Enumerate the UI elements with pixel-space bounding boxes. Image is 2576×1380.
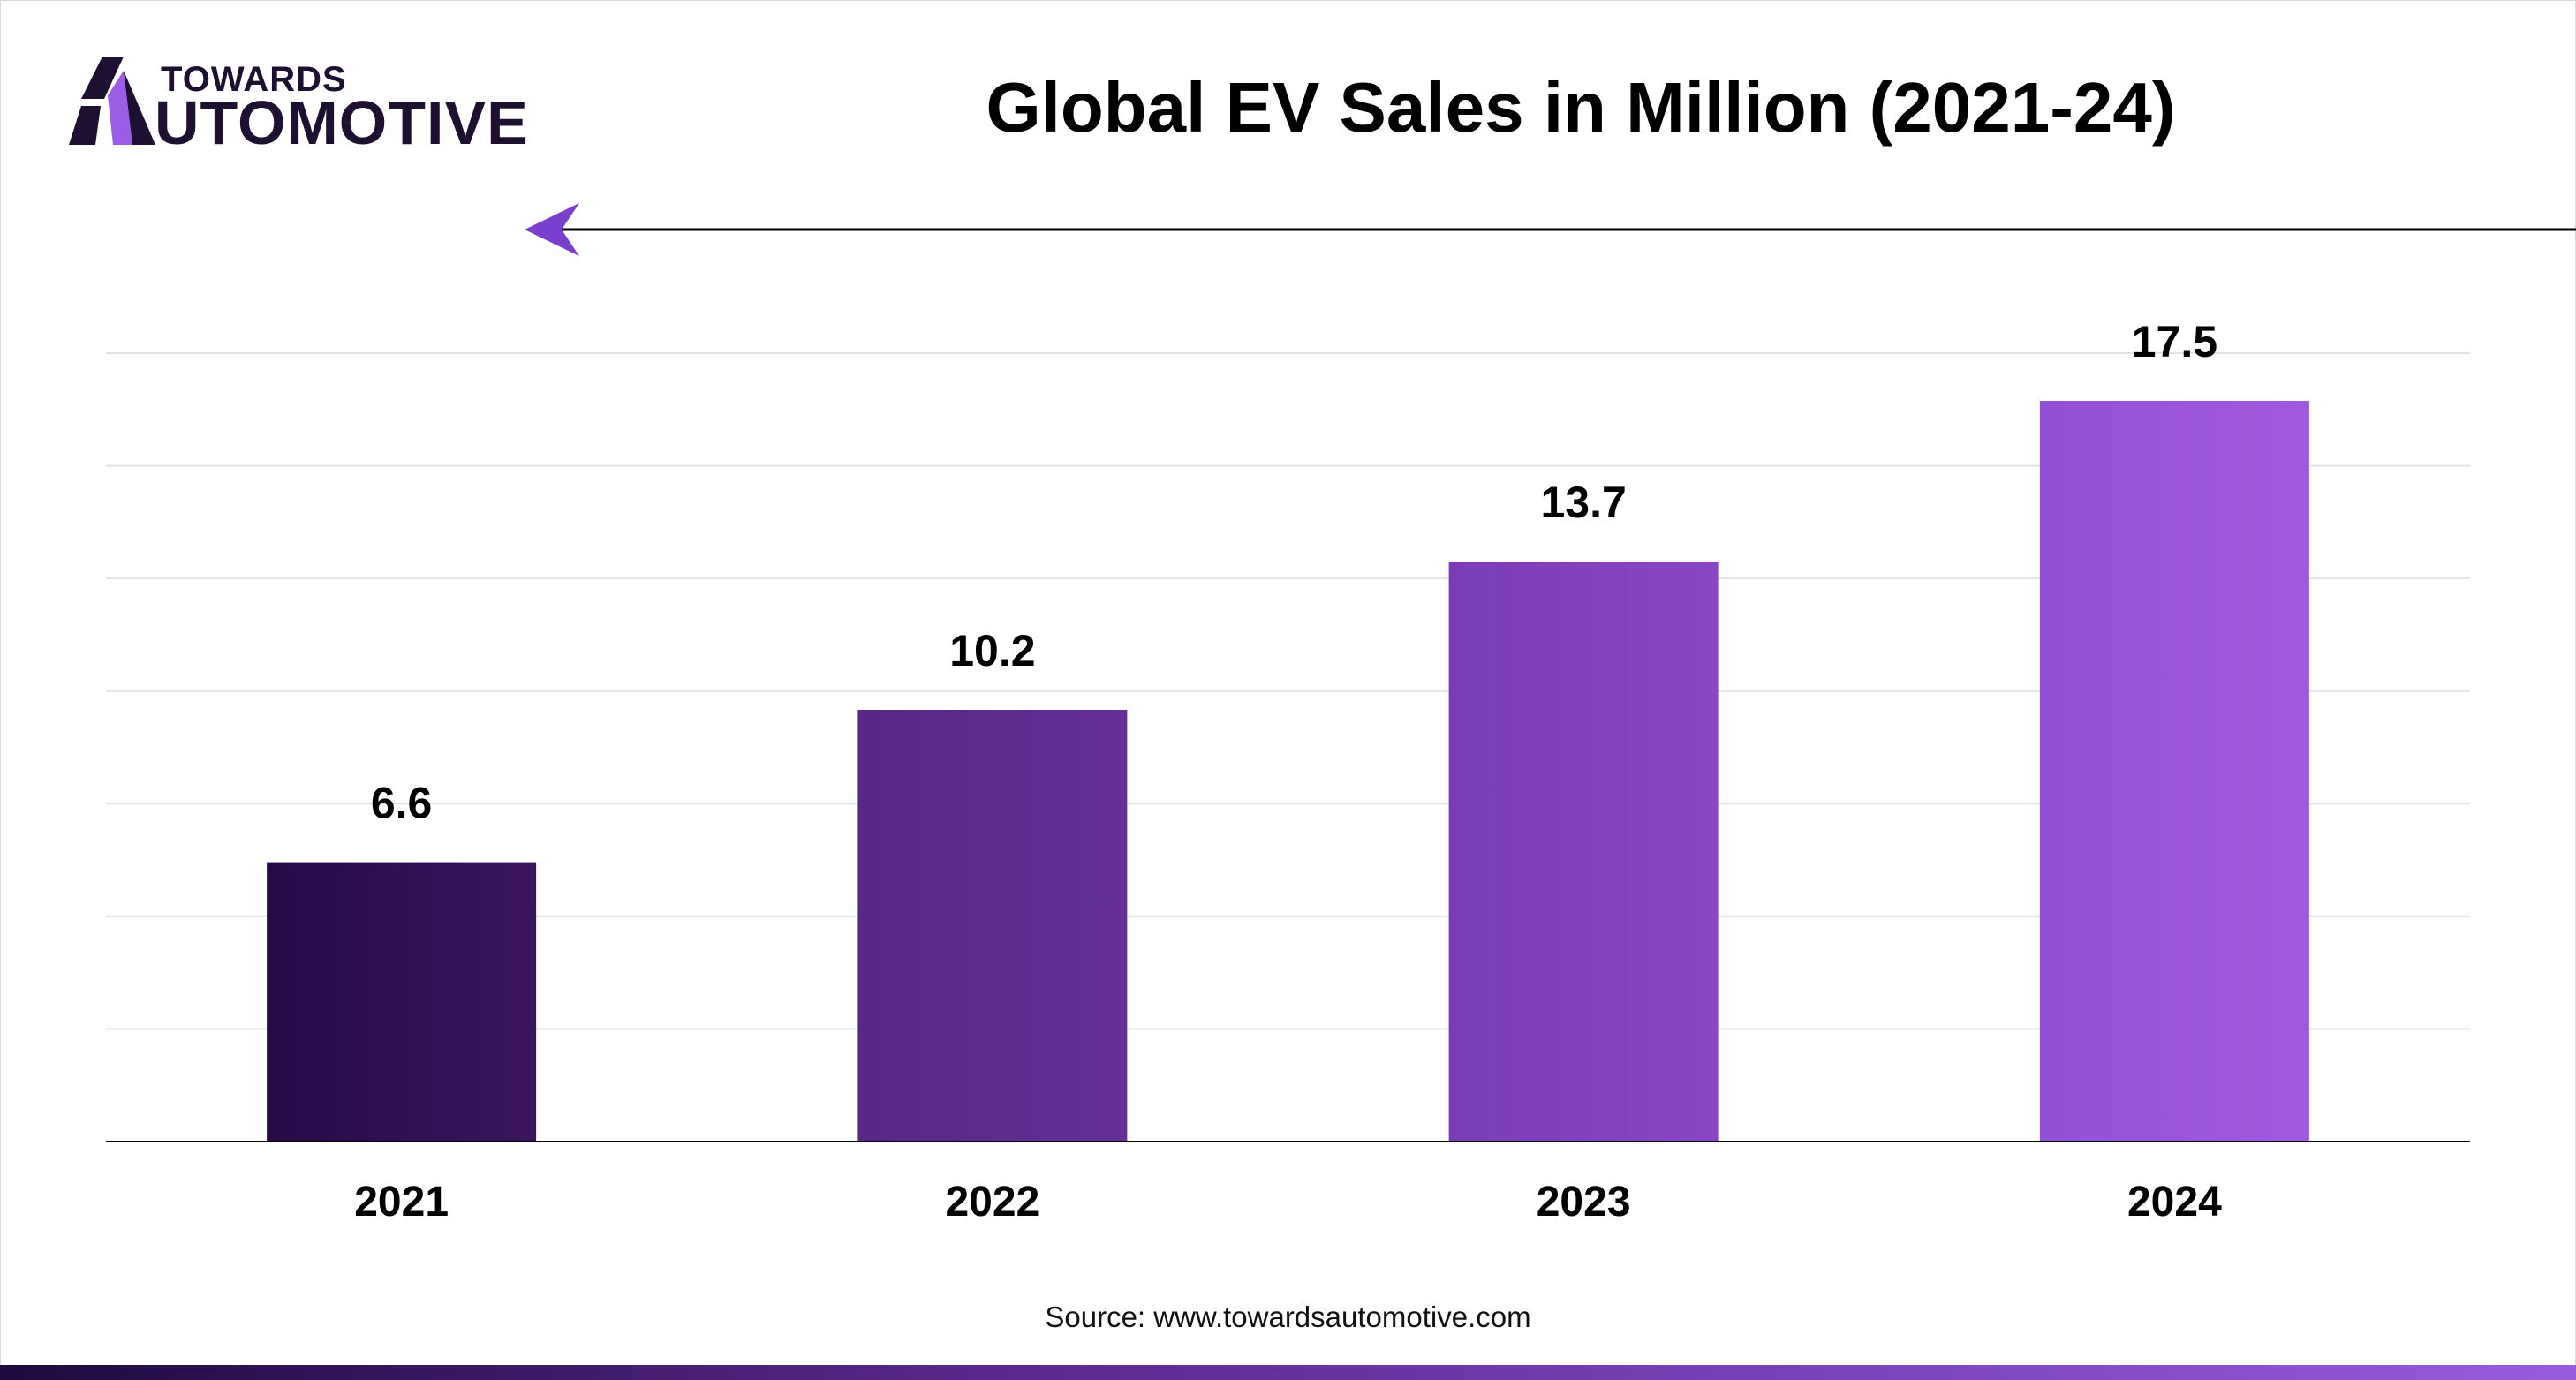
logo-mark-icon — [69, 57, 155, 145]
brand-logo: TOWARDS UTOMOTIVE — [69, 57, 528, 154]
bar-chart: 6.6 10.2 13.7 17.5 2021 2022 2023 2024 — [106, 317, 2470, 1225]
bottom-accent-bar — [0, 1365, 2576, 1380]
x-tick-label: 2022 — [945, 1179, 1039, 1225]
bar-2023 — [1448, 562, 1719, 1142]
arrow-left-icon — [525, 203, 2576, 256]
bar-2024 — [2039, 401, 2309, 1142]
bar-2021 — [267, 862, 537, 1142]
data-label: 17.5 — [2132, 317, 2217, 366]
data-label: 6.6 — [371, 779, 433, 828]
data-label: 13.7 — [1540, 478, 1626, 527]
x-tick-label: 2023 — [1537, 1179, 1631, 1225]
x-tick-label: 2021 — [354, 1179, 449, 1225]
chart-title: Global EV Sales in Million (2021-24) — [986, 68, 2176, 147]
x-tick-label: 2024 — [2127, 1179, 2222, 1225]
bar-2022 — [857, 709, 1128, 1142]
brand-line2: UTOMOTIVE — [155, 88, 529, 157]
data-label: 10.2 — [949, 626, 1035, 675]
source-text: Source: www.towardsautomotive.com — [1045, 1301, 1531, 1333]
brand-line1: TOWARDS — [161, 60, 347, 99]
